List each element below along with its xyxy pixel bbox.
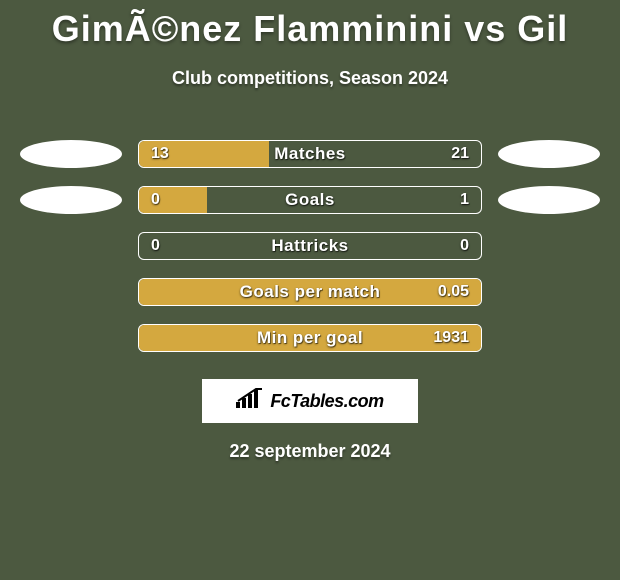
right-player-icon — [498, 140, 600, 168]
stat-right-value: 1 — [460, 187, 469, 213]
left-spacer — [20, 232, 122, 260]
stat-right-value: 0.05 — [438, 279, 469, 305]
stat-row-matches: 13 Matches 21 — [0, 131, 620, 177]
stat-bar-gpm: Goals per match 0.05 — [138, 278, 482, 306]
stat-bar-hattricks: 0 Hattricks 0 — [138, 232, 482, 260]
right-spacer — [498, 324, 600, 352]
page-title: GimÃ©nez Flamminini vs Gil — [0, 0, 620, 50]
bars-chart-icon — [236, 388, 264, 415]
stat-bar-goals: 0 Goals 1 — [138, 186, 482, 214]
left-player-icon — [20, 186, 122, 214]
stat-label: Goals per match — [139, 279, 481, 305]
stat-label: Min per goal — [139, 325, 481, 351]
fctables-logo-text: FcTables.com — [270, 391, 383, 412]
page-subtitle: Club competitions, Season 2024 — [0, 68, 620, 89]
date-text: 22 september 2024 — [0, 441, 620, 462]
stats-container: 13 Matches 21 0 Goals 1 0 Hattricks 0 — [0, 131, 620, 361]
stat-bar-matches: 13 Matches 21 — [138, 140, 482, 168]
stat-label: Goals — [139, 187, 481, 213]
stat-row-gpm: Goals per match 0.05 — [0, 269, 620, 315]
stat-row-hattricks: 0 Hattricks 0 — [0, 223, 620, 269]
stat-label: Hattricks — [139, 233, 481, 259]
stat-row-goals: 0 Goals 1 — [0, 177, 620, 223]
left-spacer — [20, 278, 122, 306]
left-spacer — [20, 324, 122, 352]
stat-right-value: 0 — [460, 233, 469, 259]
stat-bar-mpg: Min per goal 1931 — [138, 324, 482, 352]
fctables-logo[interactable]: FcTables.com — [202, 379, 418, 423]
right-player-icon — [498, 186, 600, 214]
stat-label: Matches — [139, 141, 481, 167]
left-player-icon — [20, 140, 122, 168]
right-spacer — [498, 278, 600, 306]
stat-right-value: 1931 — [433, 325, 469, 351]
stat-row-mpg: Min per goal 1931 — [0, 315, 620, 361]
right-spacer — [498, 232, 600, 260]
stat-right-value: 21 — [451, 141, 469, 167]
